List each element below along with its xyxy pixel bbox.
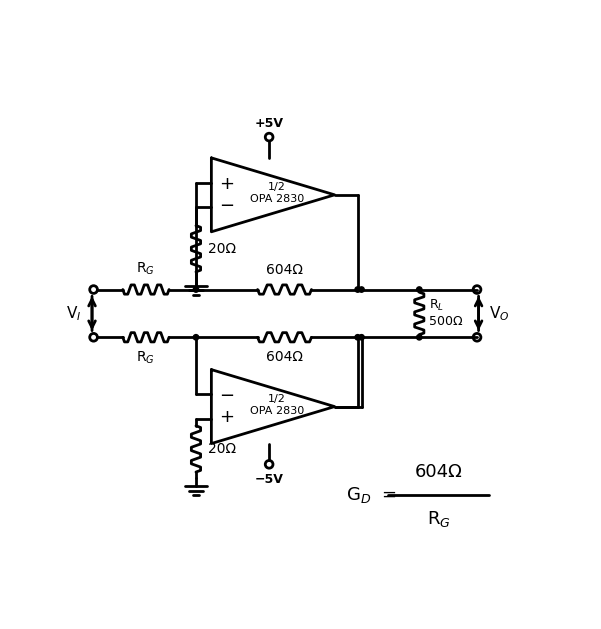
- Text: 500Ω: 500Ω: [429, 314, 462, 328]
- Text: V$_I$: V$_I$: [66, 304, 81, 323]
- Text: R$_G$: R$_G$: [427, 509, 450, 529]
- Text: OPA 2830: OPA 2830: [249, 194, 304, 204]
- Text: 604Ω: 604Ω: [415, 464, 462, 481]
- Text: 1/2: 1/2: [268, 182, 285, 192]
- Text: −: −: [219, 197, 234, 214]
- Text: 604Ω: 604Ω: [266, 263, 303, 277]
- Text: 604Ω: 604Ω: [266, 350, 303, 364]
- Text: G$_D$  =: G$_D$ =: [346, 485, 397, 505]
- Text: 1/2: 1/2: [268, 394, 285, 404]
- Text: R$_G$: R$_G$: [136, 261, 155, 277]
- Text: −5V: −5V: [255, 473, 284, 486]
- Text: OPA 2830: OPA 2830: [249, 406, 304, 416]
- Circle shape: [416, 335, 422, 340]
- Text: +: +: [219, 408, 234, 426]
- Circle shape: [359, 287, 364, 292]
- Text: 20Ω: 20Ω: [207, 442, 236, 456]
- Text: −: −: [219, 387, 234, 405]
- Circle shape: [359, 335, 364, 340]
- Circle shape: [194, 335, 199, 340]
- Circle shape: [416, 287, 422, 292]
- Circle shape: [355, 287, 361, 292]
- Text: V$_O$: V$_O$: [489, 304, 510, 323]
- Text: R$_L$: R$_L$: [429, 298, 444, 313]
- Text: R$_G$: R$_G$: [136, 350, 155, 366]
- Circle shape: [194, 287, 199, 292]
- Text: +: +: [219, 175, 234, 193]
- Text: +5V: +5V: [255, 117, 284, 130]
- Text: 20Ω: 20Ω: [207, 242, 236, 256]
- Circle shape: [355, 335, 361, 340]
